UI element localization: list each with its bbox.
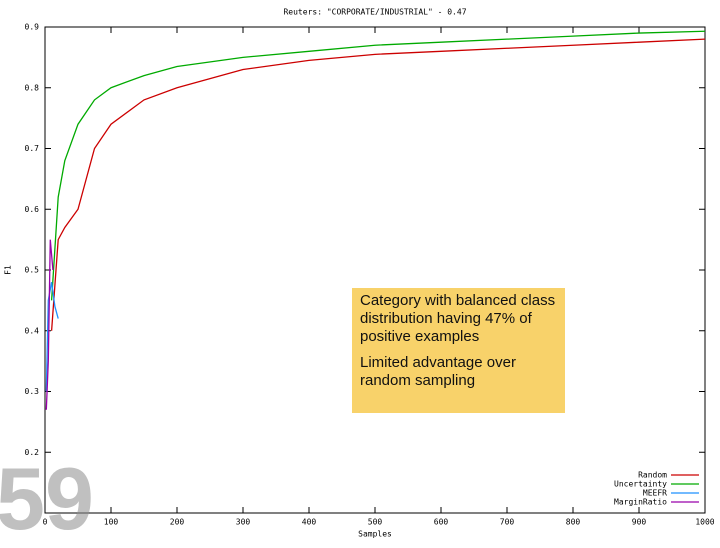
series-line — [50, 30, 706, 301]
x-tick-label: 100 — [104, 518, 119, 527]
series-line — [45, 239, 54, 410]
y-axis-label: F1 — [4, 265, 13, 275]
slide-number: 59 — [0, 449, 94, 548]
x-tick-label: 900 — [632, 518, 647, 527]
y-tick-label: 0.8 — [25, 83, 40, 92]
y-tick-label: 0.5 — [25, 266, 40, 275]
x-tick-label: 0 — [43, 518, 48, 527]
y-tick-label: 0.9 — [25, 23, 40, 32]
x-tick-label: 500 — [368, 518, 383, 527]
series-line — [50, 38, 706, 331]
x-tick-label: 1000 — [695, 518, 714, 527]
legend-label: Uncertainty — [614, 480, 667, 489]
x-tick-label: 400 — [302, 518, 317, 527]
x-tick-label: 200 — [170, 518, 185, 527]
y-tick-label: 0.3 — [25, 387, 40, 396]
annotation: Category with balanced class distributio… — [360, 292, 556, 345]
x-tick-label: 300 — [236, 518, 251, 527]
chart-title: Reuters: "CORPORATE/INDUSTRIAL" - 0.47 — [283, 8, 466, 17]
x-tick-label: 700 — [500, 518, 515, 527]
legend-label: MarginRatio — [614, 498, 667, 507]
x-tick-label: 800 — [566, 518, 581, 527]
annotation: Limited advantage over random sampling — [360, 354, 516, 389]
series-line — [45, 282, 59, 392]
x-tick-label: 600 — [434, 518, 449, 527]
y-tick-label: 0.7 — [25, 144, 40, 153]
annotation-box: Category with balanced class distributio… — [352, 288, 565, 413]
legend-label: MEEFR — [643, 489, 667, 498]
y-tick-label: 0.6 — [25, 205, 40, 214]
x-axis-label: Samples — [358, 530, 392, 539]
y-tick-label: 0.2 — [25, 448, 40, 457]
y-tick-label: 0.4 — [25, 326, 40, 335]
legend-label: Random — [638, 471, 667, 480]
